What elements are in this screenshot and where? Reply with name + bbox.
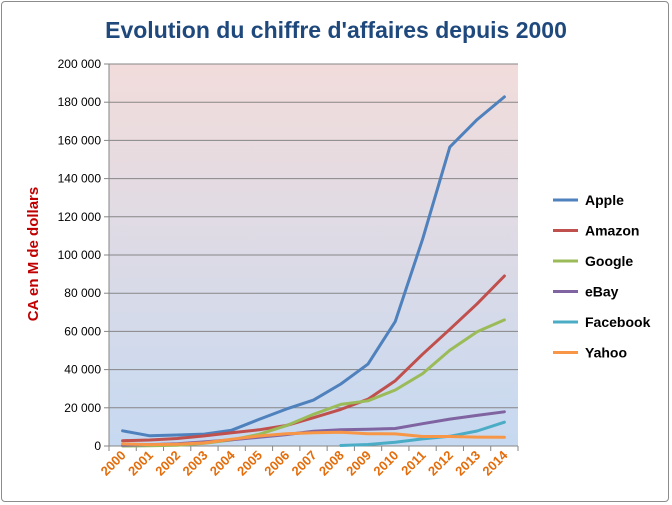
legend-label: Facebook	[585, 314, 651, 330]
y-tick-label: 200 000	[58, 57, 102, 71]
y-tick-label: 60 000	[64, 324, 101, 338]
x-tick-label: 2000	[98, 448, 129, 479]
y-tick-label: 20 000	[64, 401, 101, 415]
x-tick-label: 2008	[316, 448, 347, 479]
x-tick-label: 2014	[479, 447, 511, 479]
series-line-facebook	[339, 420, 506, 447]
series-line-yahoo	[121, 430, 506, 447]
x-tick-label: 2001	[125, 448, 156, 479]
x-tick-label: 2003	[179, 448, 210, 479]
x-tick-labels: 2000200120022003200420052006200720082009…	[98, 447, 511, 479]
legend-label: Yahoo	[585, 345, 627, 361]
y-axis-label: CA en M de dollars	[25, 187, 42, 321]
gridlines	[109, 63, 518, 447]
x-tick-label: 2007	[289, 448, 320, 479]
legend-label: Apple	[585, 192, 624, 208]
x-tick-label: 2004	[207, 447, 239, 479]
legend: Apple Amazon Google eBay Facebook Yahoo	[553, 192, 651, 361]
x-tick-label: 2006	[261, 448, 292, 479]
y-tick-label: 120 000	[58, 210, 102, 224]
legend-label: Amazon	[585, 223, 639, 239]
y-tick-label: 100 000	[58, 248, 102, 262]
y-tick-labels: 0 20 000 40 000 60 000 80 000 100 000 120 000 1…	[58, 57, 102, 453]
x-tick-label: 2005	[234, 448, 265, 479]
chart-title: Evolution du chiffre d'affaires depuis 2…	[105, 17, 567, 43]
y-tick-label: 0	[94, 439, 101, 453]
y-tick-label: 140 000	[58, 172, 102, 186]
x-tick-label: 2012	[425, 448, 456, 479]
x-tick-label: 2011	[398, 448, 429, 479]
x-tick-label: 2013	[452, 448, 483, 479]
series-line-apple	[121, 95, 506, 438]
y-tick-label: 40 000	[64, 363, 101, 377]
series-line-amazon	[121, 274, 506, 443]
series-lines	[121, 95, 506, 448]
x-tick-label: 2002	[152, 448, 183, 479]
y-tick-label: 180 000	[58, 95, 102, 109]
legend-label: eBay	[585, 284, 619, 300]
x-tick-label: 2010	[370, 448, 401, 479]
y-tick-label: 160 000	[58, 133, 102, 147]
x-tick-label: 2009	[343, 448, 374, 479]
legend-label: Google	[585, 253, 633, 269]
y-tick-label: 80 000	[64, 286, 101, 300]
